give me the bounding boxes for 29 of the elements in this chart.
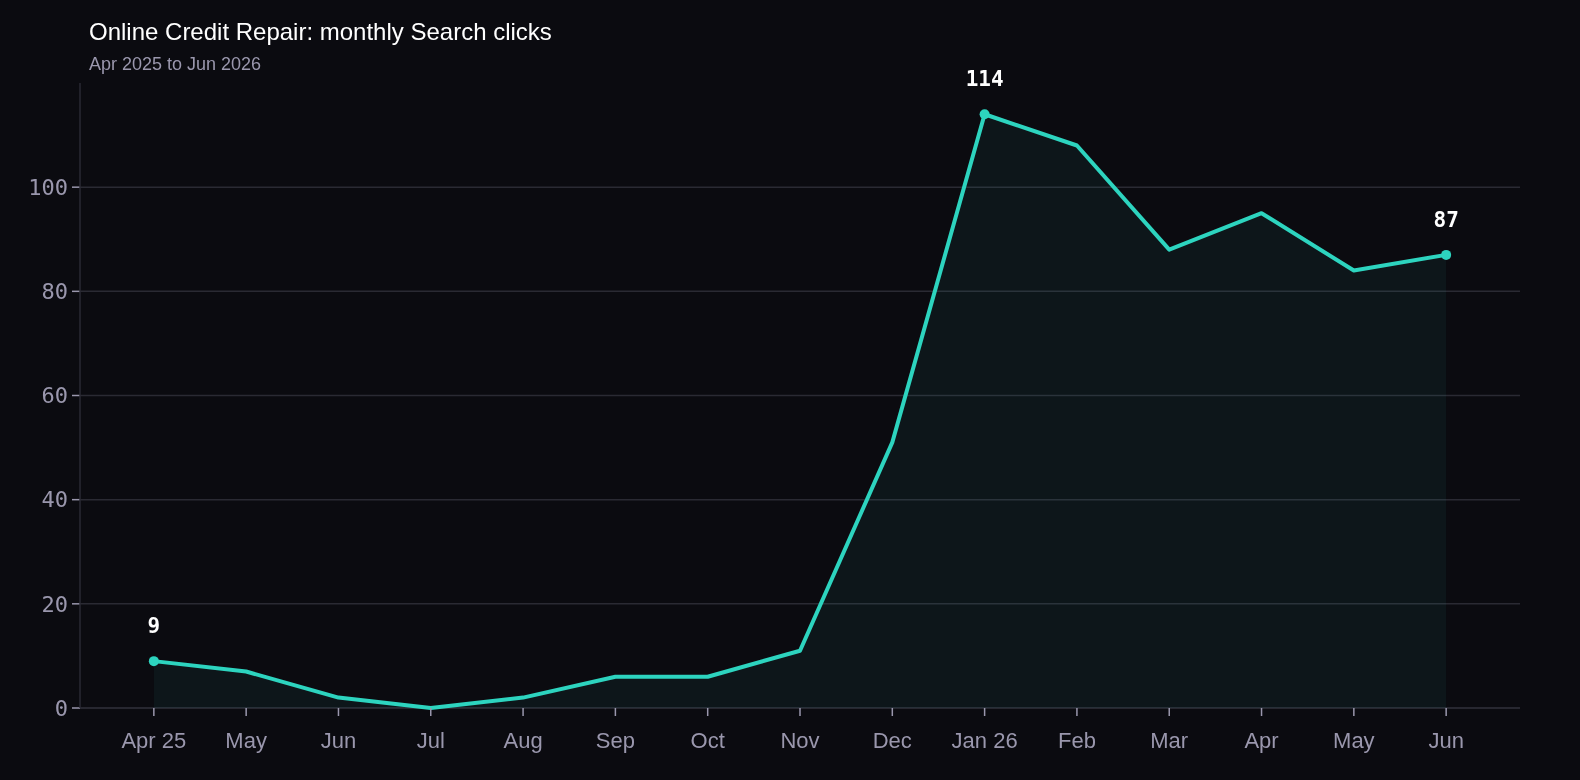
x-tick-label: Jun: [320, 728, 357, 753]
x-tick-label: May: [225, 728, 267, 753]
x-tick-label: Feb: [1057, 728, 1096, 753]
point: [979, 109, 990, 120]
x-tick-label: Mar: [1150, 728, 1189, 753]
data-label: 114: [965, 67, 1004, 92]
y-tick-label: 60: [41, 383, 68, 409]
x-tick-label: Sep: [595, 728, 635, 753]
x-tick-label: Apr: [1244, 728, 1279, 753]
x-tick-label: Apr 25: [121, 728, 187, 753]
y-tick-label: 100: [28, 174, 68, 200]
y-tick-label: 80: [41, 279, 68, 305]
x-tick-label: Aug: [503, 728, 543, 753]
x-tick-label: Jan 26: [951, 728, 1018, 753]
data-label: 9: [147, 614, 161, 639]
y-tick-label: 20: [41, 591, 68, 617]
x-tick-label: Jun: [1428, 728, 1464, 753]
x-tick-label: Oct: [690, 728, 725, 753]
x-tick-label: May: [1333, 728, 1375, 753]
point: [1441, 249, 1452, 260]
x-tick-label: Nov: [780, 728, 820, 753]
data-label: 87: [1433, 207, 1459, 232]
point: [148, 656, 159, 667]
x-tick-label: Dec: [872, 728, 912, 753]
x-tick-label: Jul: [416, 728, 445, 753]
chart-title: Online Credit Repair: monthly Search clicks: [89, 18, 552, 45]
y-tick-label: 40: [41, 487, 68, 513]
chart-subtitle: Apr 2025 to Jun 2026: [89, 54, 262, 74]
y-tick-label: 0: [54, 695, 68, 721]
